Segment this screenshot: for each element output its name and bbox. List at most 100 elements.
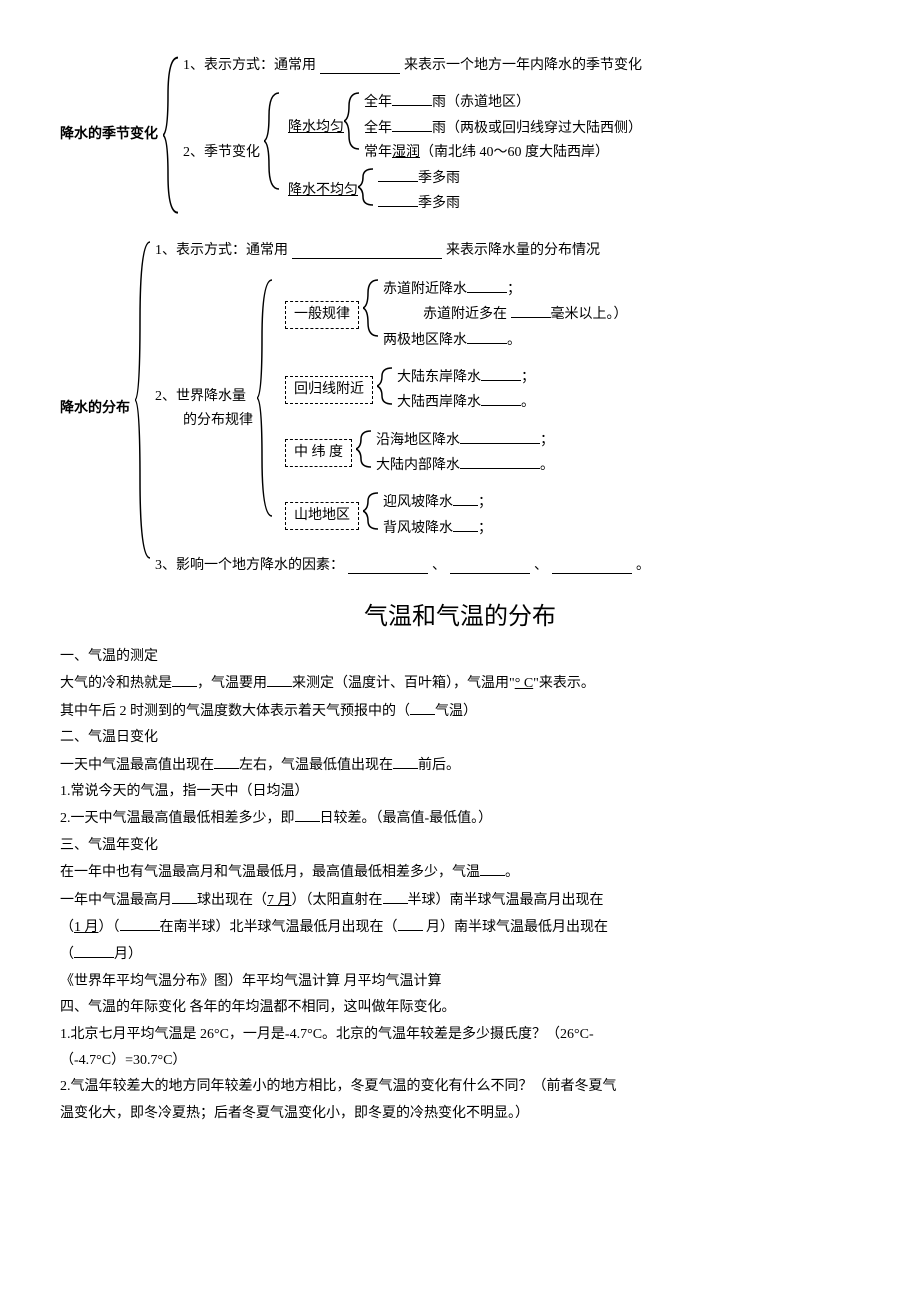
section-4-line: 1.北京七月平均气温是 26°C，一月是-4.7°C。北京的气温年较差是多少摄氏… <box>60 1024 860 1046</box>
d2-row1: 1、表示方式：通常用 来表示降水量的分布情况 <box>155 240 650 262</box>
text: 。 <box>636 555 650 577</box>
text: 日较差。（最高值-最低值。） <box>320 811 493 826</box>
col: 2、世界降水量 的分布规律 <box>155 386 253 433</box>
blank <box>74 943 114 958</box>
text: 、 <box>534 555 548 577</box>
line: 常年湿润（南北纬 40～60 度大陆西岸） <box>364 142 642 164</box>
text: 来测定（温度计、百叶箱），气温用" <box>292 676 515 691</box>
text: 两极地区降水 <box>383 333 467 348</box>
col: 沿海地区降水； 大陆内部降水。 <box>376 429 554 478</box>
text: 、 <box>432 555 446 577</box>
diagram-distribution: 降水的分布 1、表示方式：通常用 来表示降水量的分布情况 2、世界降水量 的分布… <box>60 240 860 577</box>
text: ； <box>478 521 492 536</box>
diagram2-content: 1、表示方式：通常用 来表示降水量的分布情况 2、世界降水量 的分布规律 一般规… <box>155 240 650 577</box>
brace-icon <box>363 278 383 338</box>
line: 大陆内部降水。 <box>376 454 554 477</box>
text: 球出现在（ <box>197 893 267 908</box>
line: 迎风坡降水 ； <box>383 491 492 514</box>
col: 降水均匀 全年雨（赤道地区） 全年雨（两极或回归线穿过大陆西侧） 常年湿润（南北… <box>288 91 642 215</box>
text: ）（ <box>99 920 120 935</box>
col: 迎风坡降水 ； 背风坡降水； <box>383 491 492 540</box>
brace-icon <box>356 429 376 469</box>
line: 大陆东岸降水； <box>397 366 535 389</box>
line: 沿海地区降水； <box>376 429 554 452</box>
blank <box>392 91 432 106</box>
text: ； <box>507 282 521 297</box>
section-4-line: 2.气温年较差大的地方同年较差小的地方相比，冬夏气温的变化有什么不同？（前者冬夏… <box>60 1076 860 1098</box>
text: 2.一天中气温最高值最低相差多少，即 <box>60 811 295 826</box>
line: 赤道附近多在 毫米以上。） <box>383 303 628 326</box>
box-mountain: 山地地区 <box>285 502 359 530</box>
d2-row2: 2、世界降水量 的分布规律 一般规律 赤道附近降水； 赤道附近多在 毫米以上。）… <box>155 278 650 541</box>
text: （ <box>60 947 74 962</box>
blank <box>480 861 505 876</box>
sub-even: 降水均匀 全年雨（赤道地区） 全年雨（两极或回归线穿过大陆西侧） 常年湿润（南北… <box>288 91 642 164</box>
text: 赤道附近降水 <box>383 282 467 297</box>
blank <box>383 889 408 904</box>
text: 沿海地区降水 <box>376 433 460 448</box>
box-tropic: 回归线附近 <box>285 376 373 404</box>
text: 季多雨 <box>418 171 460 186</box>
d1-row2: 2、季节变化 降水均匀 全年雨（赤道地区） 全年雨（两极或回归线穿过大陆西侧） … <box>183 91 642 215</box>
text: 2、世界降水量 <box>155 386 253 408</box>
text: 雨（赤道地区） <box>432 95 530 110</box>
blank <box>378 192 418 207</box>
brace-icon <box>163 55 183 215</box>
text: 常年 <box>364 145 392 160</box>
blank <box>467 278 507 293</box>
text: 大陆内部降水 <box>376 458 460 473</box>
text: 月）南半球气温最低月出现在 <box>423 920 609 935</box>
text: 半球）南半球气温最高月出现在 <box>408 893 604 908</box>
section-2-line: 2.一天中气温最高值最低相差多少，即 日较差。（最高值-最低值。） <box>60 807 860 830</box>
text: 的分布规律 <box>155 410 253 432</box>
text: 气温） <box>435 704 477 719</box>
diagram1-label: 降水的季节变化 <box>60 124 163 146</box>
text: 大陆西岸降水 <box>397 395 481 410</box>
col: 大陆东岸降水； 大陆西岸降水。 <box>397 366 535 415</box>
line: 两极地区降水 。 <box>383 329 628 352</box>
section-3-line: 《世界年平均气温分布》图）年平均气温计算 月平均气温计算 <box>60 971 860 993</box>
blank <box>460 454 540 469</box>
brace-icon <box>344 91 364 151</box>
col: 赤道附近降水 ； 赤道附近多在 毫米以上。） 两极地区降水 。 <box>383 278 628 352</box>
line: 赤道附近降水 ； <box>383 278 628 301</box>
page-title: 气温和气温的分布 <box>60 598 860 636</box>
section-4-heading: 四、气温的年际变化 各年的年均温都不相同，这叫做年际变化。 <box>60 997 860 1019</box>
blank <box>392 117 432 132</box>
diagram2-label: 降水的分布 <box>60 398 135 420</box>
section-1-line: 大气的冷和热就是，气温要用来测定（温度计、百叶箱），气温用"° C"来表示。 <box>60 672 860 695</box>
text: 在一年中也有气温最高月和气温最低月，最高值最低相差多少，气温 <box>60 865 480 880</box>
text: 。 <box>507 333 521 348</box>
blank <box>398 916 423 931</box>
text: 大气的冷和热就是 <box>60 676 172 691</box>
text: 大陆东岸降水 <box>397 370 481 385</box>
text: 1、表示方式：通常用 <box>183 55 316 77</box>
section-2-line: 1.常说今天的气温，指一天中（日均温） <box>60 781 860 803</box>
line: 全年雨（赤道地区） <box>364 91 642 114</box>
text: 全年 <box>364 121 392 136</box>
text: 迎风坡降水 <box>383 495 453 510</box>
text: 季多雨 <box>418 196 460 211</box>
text: 在南半球）北半球气温最低月出现在（ <box>160 920 398 935</box>
brace-icon <box>377 366 397 406</box>
text: ° C <box>515 676 533 691</box>
col: 季多雨 季多雨 <box>378 167 460 216</box>
brace-icon <box>363 491 383 531</box>
blank <box>267 672 292 687</box>
line: 背风坡降水； <box>383 517 492 540</box>
text: 一年中气温最高月 <box>60 893 172 908</box>
blank <box>348 559 428 574</box>
text: 。 <box>505 865 519 880</box>
text: ，气温要用 <box>197 676 267 691</box>
blank <box>453 491 478 506</box>
text: 雨（两极或回归线穿过大陆西侧） <box>432 121 642 136</box>
section-2-line: 一天中气温最高值出现在左右，气温最低值出现在前后。 <box>60 754 860 777</box>
brace-icon <box>358 167 378 207</box>
text: ； <box>478 495 492 510</box>
text: 2、季节变化 <box>183 142 260 164</box>
group-midlat: 中 纬 度 沿海地区降水； 大陆内部降水。 <box>281 429 628 478</box>
blank <box>214 754 239 769</box>
blank <box>552 559 632 574</box>
d1-row1: 1、表示方式：通常用 来表示一个地方一年内降水的季节变化 <box>183 55 642 77</box>
text: 1、表示方式：通常用 <box>155 240 288 262</box>
